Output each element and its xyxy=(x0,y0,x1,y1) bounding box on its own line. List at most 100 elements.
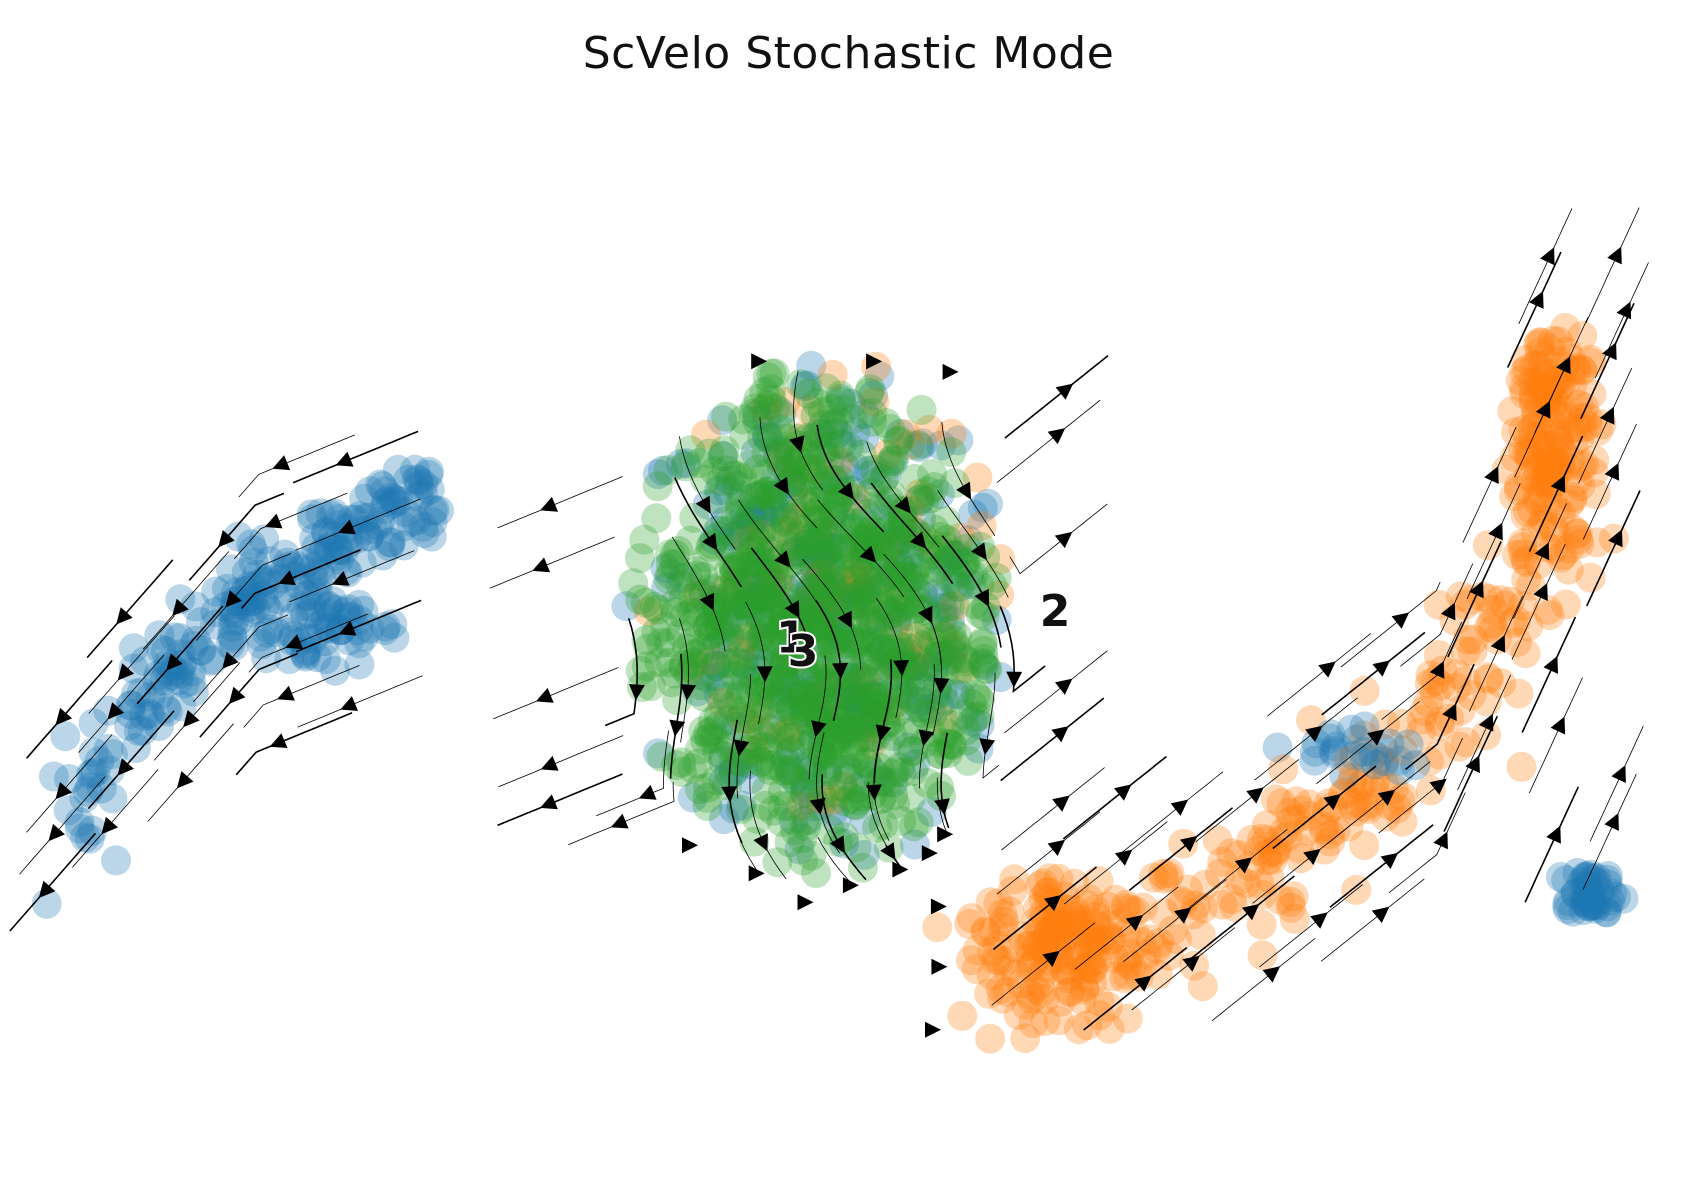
point-cluster-1 xyxy=(749,607,780,638)
point-cluster-3 xyxy=(769,629,800,659)
point-cluster-1 xyxy=(169,668,200,699)
point-cluster-2 xyxy=(1563,389,1594,420)
point-cluster-2 xyxy=(1511,546,1542,577)
point-cluster-1 xyxy=(904,485,935,516)
point-cluster-3 xyxy=(855,374,886,405)
point-cluster-2 xyxy=(783,457,814,488)
point-cluster-3 xyxy=(625,543,655,574)
point-cluster-1 xyxy=(936,644,967,675)
point-cluster-3 xyxy=(841,832,872,863)
point-cluster-1 xyxy=(333,594,364,625)
point-cluster-2 xyxy=(997,876,1028,906)
point-cluster-1 xyxy=(248,566,279,597)
point-cluster-1 xyxy=(799,569,830,600)
point-cluster-1 xyxy=(78,737,109,768)
point-cluster-1 xyxy=(121,733,151,763)
point-cluster-1 xyxy=(336,601,367,632)
point-cluster-2 xyxy=(1491,454,1522,485)
point-cluster-2 xyxy=(1084,986,1115,1017)
point-cluster-1 xyxy=(738,504,769,535)
point-cluster-3 xyxy=(936,539,967,570)
point-cluster-1 xyxy=(200,597,231,628)
point-cluster-3 xyxy=(721,541,752,572)
point-cluster-2 xyxy=(1098,961,1129,992)
point-cluster-2 xyxy=(983,888,1014,919)
point-cluster-1 xyxy=(278,620,309,651)
point-cluster-2 xyxy=(1545,498,1576,529)
point-cluster-2 xyxy=(1530,437,1560,468)
point-cluster-3 xyxy=(840,737,871,768)
point-cluster-3 xyxy=(747,582,777,613)
point-cluster-2 xyxy=(1518,377,1549,408)
streamline xyxy=(1585,207,1640,324)
point-cluster-2 xyxy=(1526,327,1557,358)
point-cluster-1 xyxy=(1560,878,1591,909)
streamline-arrow xyxy=(931,958,948,975)
point-cluster-3 xyxy=(765,414,796,445)
point-cluster-1 xyxy=(126,677,157,708)
point-cluster-1 xyxy=(709,628,740,659)
point-cluster-2 xyxy=(1569,392,1600,423)
point-cluster-2 xyxy=(1387,806,1418,837)
point-cluster-2 xyxy=(1579,444,1610,475)
point-cluster-3 xyxy=(798,460,829,490)
point-cluster-1 xyxy=(797,754,828,785)
point-cluster-2 xyxy=(1551,451,1582,482)
point-cluster-3 xyxy=(778,608,809,639)
point-cluster-2 xyxy=(971,917,1002,948)
point-cluster-2 xyxy=(1554,400,1585,431)
point-cluster-1 xyxy=(795,588,826,619)
point-cluster-2 xyxy=(1308,814,1339,845)
point-cluster-2 xyxy=(1109,963,1140,994)
point-cluster-3 xyxy=(843,661,874,692)
point-cluster-3 xyxy=(852,572,882,603)
point-cluster-1 xyxy=(707,405,738,436)
point-cluster-1 xyxy=(354,613,385,644)
point-cluster-2 xyxy=(1069,953,1100,984)
point-cluster-3 xyxy=(807,419,838,450)
streamline-arrow xyxy=(1380,852,1399,869)
point-cluster-2 xyxy=(1010,1023,1041,1054)
point-cluster-1 xyxy=(943,425,974,456)
point-cluster-2 xyxy=(950,652,981,683)
point-cluster-2 xyxy=(1457,636,1488,667)
point-cluster-1 xyxy=(1573,891,1604,921)
point-cluster-3 xyxy=(665,569,696,600)
point-cluster-1 xyxy=(321,594,352,625)
point-cluster-1 xyxy=(305,559,336,590)
point-cluster-2 xyxy=(1055,946,1086,976)
point-cluster-1 xyxy=(1592,864,1622,895)
point-cluster-2 xyxy=(1530,415,1561,446)
point-cluster-3 xyxy=(729,622,760,653)
point-cluster-1 xyxy=(935,604,965,635)
point-cluster-2 xyxy=(970,916,1001,946)
streamline-arrow xyxy=(892,861,909,878)
point-cluster-2 xyxy=(1502,539,1532,570)
point-cluster-1 xyxy=(710,506,740,537)
point-cluster-3 xyxy=(755,750,785,781)
streamline-arrow xyxy=(1318,661,1336,678)
point-cluster-3 xyxy=(855,527,885,558)
point-cluster-1 xyxy=(353,521,384,551)
point-cluster-2 xyxy=(1513,497,1543,528)
point-cluster-1 xyxy=(878,446,909,477)
point-cluster-2 xyxy=(1119,918,1150,949)
point-cluster-3 xyxy=(758,522,789,553)
point-cluster-1 xyxy=(353,521,384,552)
point-cluster-3 xyxy=(903,430,933,461)
point-cluster-2 xyxy=(1043,1005,1074,1036)
point-cluster-1 xyxy=(1369,746,1400,777)
point-cluster-1 xyxy=(236,529,267,560)
point-cluster-2 xyxy=(1286,795,1317,826)
point-cluster-1 xyxy=(900,692,931,723)
point-cluster-1 xyxy=(864,361,895,392)
point-cluster-2 xyxy=(1309,834,1340,865)
streamline-arrow xyxy=(1372,660,1390,677)
point-cluster-2 xyxy=(939,591,970,622)
point-cluster-2 xyxy=(1348,720,1379,751)
point-cluster-3 xyxy=(848,708,879,739)
point-cluster-3 xyxy=(843,522,874,553)
point-cluster-2 xyxy=(1561,412,1592,443)
point-cluster-3 xyxy=(646,741,677,772)
point-cluster-3 xyxy=(931,531,961,562)
